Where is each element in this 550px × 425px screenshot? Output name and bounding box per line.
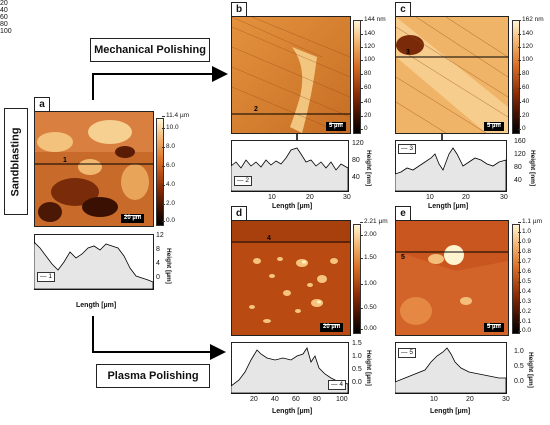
- colorbar-c: [512, 20, 520, 134]
- scalebar-e: 5 µm: [484, 323, 504, 332]
- profile-a-xlabel: Length [µm]: [76, 302, 117, 309]
- plasma-polishing-label: Plasma Polishing: [96, 364, 210, 388]
- svg-text:5: 5: [401, 254, 405, 261]
- panel-b-letter: b: [231, 2, 247, 17]
- panel-e-letter: e: [395, 206, 411, 221]
- colorbar-c-max: 162 nm: [518, 16, 544, 23]
- afm-map-e: 5 5 µm: [395, 220, 509, 336]
- scalebar-d: 20 µm: [320, 323, 344, 332]
- afm-map-d: 4 20 µm: [231, 220, 351, 336]
- legend-e: — 5: [398, 348, 416, 358]
- profile-a-ylabel: Height [µm]: [165, 248, 172, 284]
- colorbar-d: [353, 224, 361, 334]
- line-1-marker: 1: [63, 157, 67, 164]
- panel-a-letter: a: [34, 97, 50, 112]
- profile-a: [34, 234, 154, 290]
- svg-text:4: 4: [267, 235, 271, 242]
- colorbar-b: [353, 20, 361, 134]
- sandblasting-label: Sandblasting: [4, 108, 28, 215]
- colorbar-a-max: 11.4 µm: [161, 112, 190, 119]
- svg-text:2: 2: [254, 106, 258, 113]
- colorbar-b-max: 144 nm: [360, 16, 386, 23]
- panel-c-letter: c: [395, 2, 411, 17]
- colorbar-d-max: 2.21 µm: [360, 218, 388, 225]
- legend-b: — 2: [234, 176, 252, 186]
- legend-d: — 4: [328, 380, 346, 390]
- colorbar-a: [156, 118, 164, 226]
- afm-map-b: 2 5 µm: [231, 16, 351, 134]
- mechanical-polishing-label: Mechanical Polishing: [90, 38, 210, 62]
- arrow-to-plasma: [92, 316, 226, 360]
- legend-a: — 1: [37, 272, 55, 282]
- panel-d-letter: d: [231, 206, 247, 221]
- afm-map-a: 1 20 µm: [34, 111, 154, 227]
- legend-c: — 3: [398, 144, 416, 154]
- svg-text:3: 3: [406, 49, 410, 56]
- scalebar-a: 20 µm: [121, 214, 145, 223]
- arrow-to-mechanical: [92, 66, 228, 100]
- afm-map-c: 3 5 µm: [395, 16, 509, 134]
- scalebar-b: 5 µm: [326, 122, 346, 131]
- scalebar-c: 5 µm: [484, 122, 504, 131]
- colorbar-e: [512, 224, 520, 334]
